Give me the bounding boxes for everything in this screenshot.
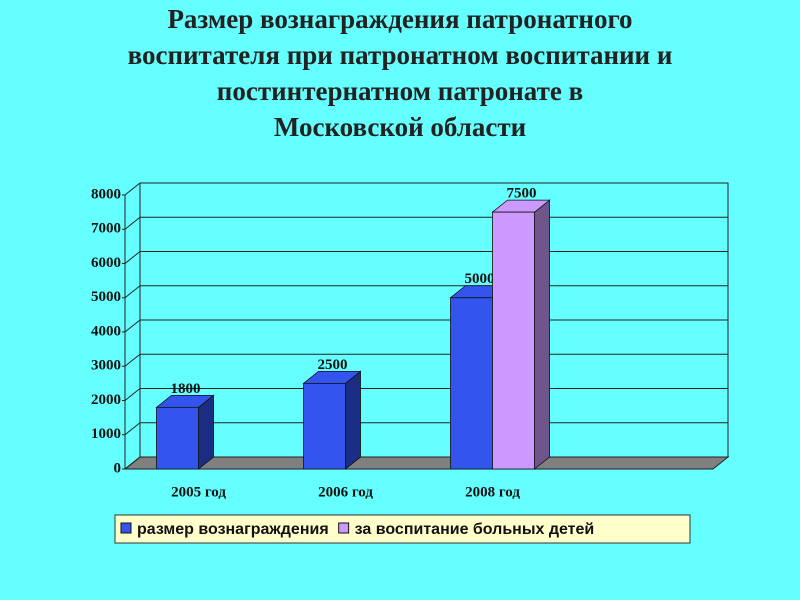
bar bbox=[450, 297, 493, 470]
grid-line bbox=[124, 182, 141, 196]
grid-line bbox=[124, 456, 141, 470]
grid-line bbox=[124, 251, 141, 264]
floor bbox=[123, 456, 730, 470]
x-tick-label: 2008 год bbox=[465, 484, 520, 500]
data-label: 7500 bbox=[507, 186, 537, 202]
data-label: 5000 bbox=[465, 271, 495, 287]
y-tick-label: 6000 bbox=[91, 255, 121, 271]
data-label: 2500 bbox=[318, 357, 348, 373]
bar bbox=[492, 211, 535, 470]
legend-swatch bbox=[338, 522, 350, 534]
grid-line bbox=[124, 422, 141, 436]
y-tick-label: 3000 bbox=[91, 358, 121, 374]
legend-swatch bbox=[120, 522, 132, 534]
bar-side-shade bbox=[534, 200, 550, 469]
y-tick-label: 7000 bbox=[91, 221, 121, 237]
chart-title: Размер вознаграждения патронатного bbox=[167, 4, 632, 34]
y-tick-label: 0 bbox=[114, 460, 122, 476]
grid-line bbox=[124, 285, 141, 299]
y-tick-label: 8000 bbox=[91, 186, 121, 202]
legend-label: размер вознаграждения bbox=[137, 521, 329, 538]
y-tick-label: 4000 bbox=[91, 323, 121, 339]
bar-side-shade bbox=[198, 395, 214, 469]
bar-side-shade bbox=[345, 371, 361, 469]
bar bbox=[303, 382, 346, 470]
y-tick-label: 1000 bbox=[91, 426, 121, 442]
legend-label: за воспитание больных детей bbox=[355, 521, 595, 538]
x-tick-label: 2006 год bbox=[318, 484, 373, 500]
grid-line bbox=[124, 388, 141, 401]
x-tick-label: 2005 год bbox=[171, 484, 226, 500]
chart-title: Московской области bbox=[274, 112, 526, 142]
chart-title: постинтернатном патронате в bbox=[217, 76, 583, 106]
grid-line bbox=[124, 319, 141, 333]
grid-line bbox=[124, 353, 141, 367]
bar bbox=[156, 406, 199, 470]
y-tick-label: 2000 bbox=[91, 392, 121, 408]
chart-title: воспитателя при патронатном воспитании и bbox=[128, 40, 673, 70]
grid-line bbox=[124, 216, 141, 230]
legend-box bbox=[114, 514, 691, 544]
y-tick-label: 5000 bbox=[91, 289, 121, 305]
data-label: 1800 bbox=[171, 381, 201, 397]
